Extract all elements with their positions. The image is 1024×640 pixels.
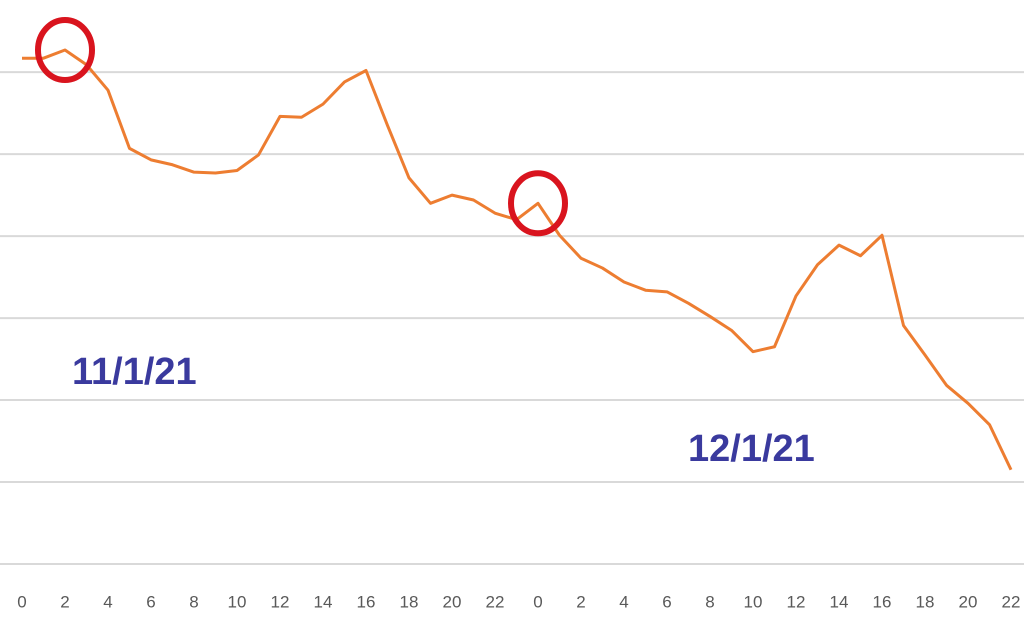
x-tick-label: 12: [787, 592, 806, 611]
x-tick-label: 18: [400, 592, 419, 611]
x-tick-label: 6: [146, 592, 155, 611]
x-tick-label: 0: [533, 592, 542, 611]
x-tick-label: 4: [619, 592, 628, 611]
x-tick-label: 2: [60, 592, 69, 611]
x-tick-label: 16: [357, 592, 376, 611]
x-tick-label: 8: [705, 592, 714, 611]
x-tick-label: 10: [744, 592, 763, 611]
annotation: 11/1/21: [72, 351, 197, 393]
highlight-circle: [508, 170, 568, 237]
x-tick-label: 6: [662, 592, 671, 611]
x-tick-label: 18: [916, 592, 935, 611]
x-tick-label: 20: [959, 592, 978, 611]
highlight-circle: [35, 17, 95, 84]
x-tick-label: 16: [873, 592, 892, 611]
line: [22, 48, 1013, 471]
x-tick-label: 4: [103, 592, 112, 611]
x-tick-label: 12: [271, 592, 290, 611]
annotation: 12/1/21: [688, 428, 815, 470]
x-tick-label: 0: [17, 592, 26, 611]
x-tick-label: 14: [830, 592, 849, 611]
x-tick-label: 8: [189, 592, 198, 611]
x-tick-label: 10: [228, 592, 247, 611]
x-tick-label: 2: [576, 592, 585, 611]
x-tick-label: 14: [314, 592, 333, 611]
x-tick-label: 22: [486, 592, 505, 611]
x-tick-label: 22: [1002, 592, 1021, 611]
x-tick-label: 20: [443, 592, 462, 611]
